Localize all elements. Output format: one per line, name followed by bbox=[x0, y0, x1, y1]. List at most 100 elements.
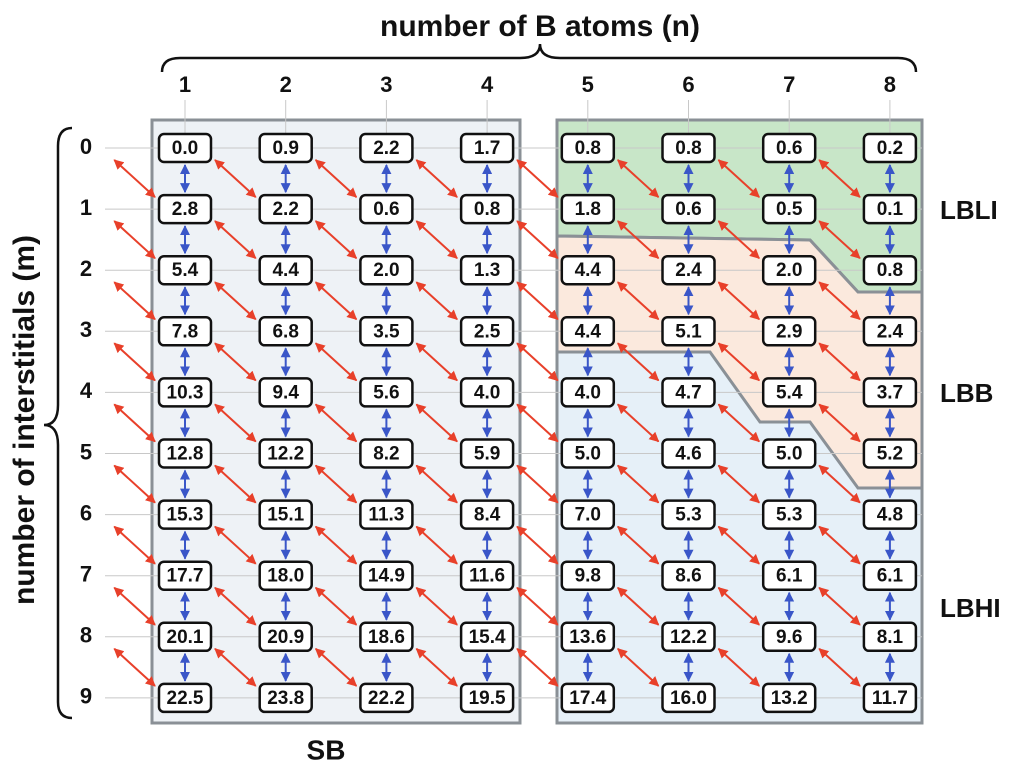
cell-value: 8.1 bbox=[877, 627, 904, 648]
cell-value: 9.6 bbox=[776, 627, 802, 648]
diagonal-arrow bbox=[617, 648, 660, 687]
diagonal-arrow bbox=[415, 464, 458, 504]
cell-box bbox=[560, 682, 616, 714]
cell-box bbox=[258, 438, 313, 469]
cell-box bbox=[560, 438, 616, 469]
cell-value: 0.6 bbox=[675, 199, 701, 220]
cell-box bbox=[761, 193, 817, 225]
cell-box bbox=[761, 254, 817, 286]
diagonal-arrow bbox=[818, 342, 861, 382]
cell-value: 0.8 bbox=[877, 260, 903, 281]
cell-value: 0.1 bbox=[877, 199, 904, 220]
diagonal-arrow bbox=[818, 648, 861, 687]
cell-value: 17.7 bbox=[167, 566, 204, 587]
diagonal-arrow bbox=[717, 648, 760, 687]
left-brace bbox=[43, 126, 73, 720]
diagonal-arrow bbox=[214, 648, 257, 687]
diagonal-arrow bbox=[113, 525, 156, 565]
cell-value: 10.3 bbox=[167, 382, 204, 403]
diagonal-arrow bbox=[214, 159, 257, 198]
cell-value: 4.4 bbox=[272, 260, 299, 281]
row-label: 0 bbox=[80, 134, 92, 159]
cell-box bbox=[258, 377, 313, 408]
cell-value: 4.4 bbox=[575, 260, 602, 281]
cell-value: 2.4 bbox=[877, 321, 904, 342]
diagonal-arrow bbox=[516, 586, 559, 626]
diagonal-arrow bbox=[818, 586, 861, 626]
cell-box bbox=[560, 621, 616, 653]
cell-box bbox=[157, 682, 213, 714]
diagonal-arrow bbox=[717, 342, 760, 382]
cell-box bbox=[459, 621, 515, 653]
row-label: 2 bbox=[80, 256, 92, 281]
diagonal-arrow bbox=[314, 220, 358, 259]
diagonal-arrow bbox=[314, 464, 358, 504]
cell-value: 0.8 bbox=[575, 138, 601, 159]
region-label: LBB bbox=[940, 378, 993, 408]
cell-value: 6.1 bbox=[877, 566, 904, 587]
cell-value: 3.7 bbox=[877, 382, 903, 403]
cell-box bbox=[862, 316, 918, 347]
cell-box bbox=[459, 316, 515, 347]
cell-value: 2.0 bbox=[776, 260, 802, 281]
cell-value: 18.6 bbox=[368, 627, 405, 648]
column-label: 1 bbox=[179, 72, 191, 97]
diagonal-arrow bbox=[113, 281, 156, 321]
grid: 1 2 3 4 5 6 7 8 0 1 2 3 4 5 6 7 8 9 0.0 0.9 2.2 1.7 0.8 0.8 0.6 0… bbox=[80, 72, 922, 714]
cell-box bbox=[661, 254, 716, 286]
cell-box bbox=[862, 499, 918, 530]
cell-box bbox=[258, 621, 313, 653]
diagonal-arrow bbox=[617, 159, 660, 198]
cell-value: 9.4 bbox=[272, 382, 299, 403]
row-label: 3 bbox=[80, 317, 92, 342]
cell-value: 5.4 bbox=[776, 382, 803, 403]
cell-value: 5.3 bbox=[776, 505, 802, 526]
cell-value: 1.7 bbox=[474, 138, 500, 159]
title: number of B atoms (n) bbox=[380, 10, 700, 43]
column-label: 3 bbox=[380, 72, 392, 97]
column-label: 7 bbox=[783, 72, 795, 97]
region-label: SB bbox=[307, 734, 346, 765]
cell-box bbox=[862, 682, 918, 714]
diagonal-arrow bbox=[415, 159, 458, 198]
cell-value: 0.5 bbox=[776, 199, 803, 220]
row-label: 8 bbox=[80, 623, 92, 648]
cell-box bbox=[661, 560, 716, 591]
cell-box bbox=[862, 621, 918, 653]
diagonal-arrow bbox=[617, 403, 660, 443]
diagonal-arrow bbox=[214, 586, 257, 626]
cell-value: 22.2 bbox=[368, 688, 405, 709]
cell-value: 6.1 bbox=[776, 566, 803, 587]
cell-box bbox=[157, 438, 213, 469]
cell-box bbox=[359, 438, 414, 469]
cell-box bbox=[157, 254, 213, 286]
row-label: 7 bbox=[80, 562, 92, 587]
cell-box bbox=[560, 132, 616, 164]
cell-box bbox=[359, 316, 414, 347]
cell-value: 1.3 bbox=[474, 260, 500, 281]
cell-value: 15.3 bbox=[167, 505, 204, 526]
cell-box bbox=[157, 560, 213, 591]
cell-value: 0.6 bbox=[776, 138, 802, 159]
cell-box bbox=[761, 316, 817, 347]
cell-box bbox=[258, 132, 313, 164]
cell-value: 2.4 bbox=[675, 260, 702, 281]
cell-box bbox=[661, 438, 716, 469]
cell-value: 11.6 bbox=[469, 566, 505, 587]
diagonal-arrow bbox=[113, 159, 156, 198]
cell-box bbox=[258, 560, 313, 591]
diagonal-arrow bbox=[516, 464, 559, 504]
diagonal-arrow bbox=[818, 403, 861, 443]
cell-box bbox=[459, 560, 515, 591]
cell-box bbox=[862, 560, 918, 591]
diagonal-arrow bbox=[415, 403, 458, 443]
cell-value: 9.8 bbox=[575, 566, 601, 587]
diagonal-arrow bbox=[717, 281, 760, 321]
cell-value: 0.8 bbox=[474, 199, 500, 220]
region-label: LBLI bbox=[940, 195, 998, 225]
cell-box bbox=[258, 193, 313, 225]
cell-box bbox=[862, 254, 918, 286]
cell-box bbox=[862, 132, 918, 164]
diagonal-arrow bbox=[818, 220, 861, 259]
